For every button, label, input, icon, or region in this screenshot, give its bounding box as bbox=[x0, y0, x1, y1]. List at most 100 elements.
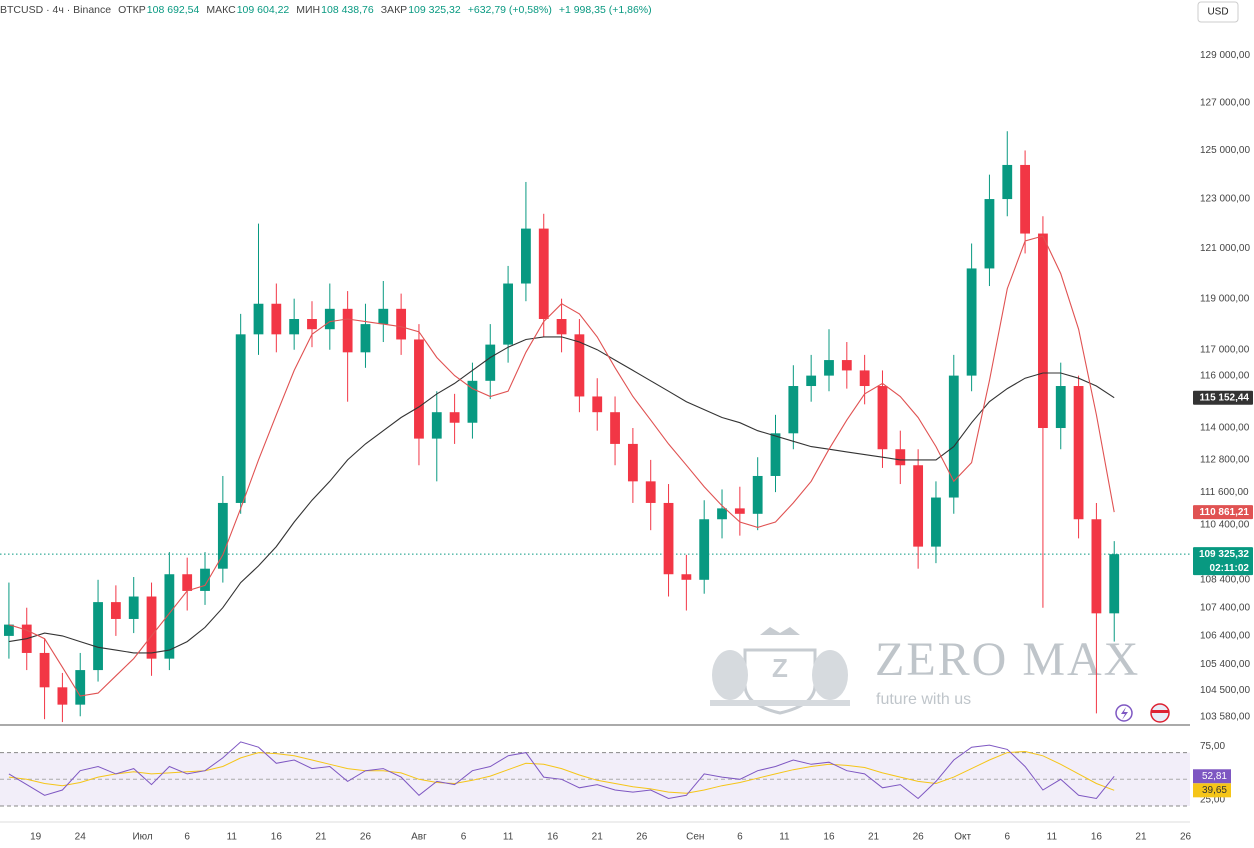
candle-body bbox=[913, 465, 924, 547]
candle-body bbox=[1091, 519, 1102, 614]
symbol-title: BTCUSD · 4ч · Binance bbox=[0, 4, 111, 16]
change-value: +1 998,35 (+1,86%) bbox=[559, 4, 652, 16]
y-tick-label: 105 400,00 bbox=[1200, 659, 1250, 670]
x-tick-label: 21 bbox=[592, 832, 604, 843]
y-tick-label: 104 500,00 bbox=[1200, 685, 1250, 696]
candle-body bbox=[307, 319, 317, 330]
candle-body bbox=[770, 433, 781, 476]
y-tick-label: 103 580,00 bbox=[1200, 711, 1250, 722]
candle-body bbox=[788, 386, 799, 434]
logo-lion bbox=[812, 650, 848, 700]
candle-body bbox=[396, 308, 407, 340]
rsi-line bbox=[8, 741, 1115, 800]
candle-body bbox=[895, 449, 906, 466]
candle-body bbox=[235, 334, 246, 503]
candle-body bbox=[610, 412, 620, 444]
x-tick-label: 21 bbox=[315, 832, 327, 843]
y-tick-label: 125 000,00 bbox=[1200, 145, 1250, 156]
candle-body bbox=[734, 508, 745, 514]
watermark: Z ZERO MAX future with us bbox=[710, 627, 1140, 715]
watermark-tagline: future with us bbox=[876, 691, 971, 708]
x-tick-label: 6 bbox=[1004, 832, 1010, 843]
candle-body bbox=[93, 602, 103, 671]
y-tick-label: 117 000,00 bbox=[1200, 344, 1250, 355]
candle-body bbox=[592, 396, 603, 413]
logo-letter: Z bbox=[772, 653, 788, 683]
x-tick-label: 11 bbox=[1047, 832, 1058, 843]
x-tick-label: 16 bbox=[271, 832, 283, 843]
candle-body bbox=[681, 574, 692, 580]
candle-body bbox=[645, 481, 656, 503]
candle-body bbox=[485, 344, 496, 381]
rsi-tick-label: 75,00 bbox=[1200, 741, 1225, 752]
x-tick-label: 11 bbox=[779, 832, 790, 843]
price-tag: 02:11:02 bbox=[1210, 563, 1250, 574]
ohlc-value: 108 438,76 bbox=[321, 4, 374, 16]
candle-body bbox=[841, 360, 852, 371]
ma-value-tag-bg bbox=[1193, 390, 1253, 405]
x-tick-label: 26 bbox=[1180, 832, 1192, 843]
candle-body bbox=[467, 380, 478, 423]
x-tick-label: Окт bbox=[954, 832, 971, 843]
lightning-icon[interactable] bbox=[1115, 704, 1133, 722]
x-tick-label: 19 bbox=[30, 832, 42, 843]
rsi-tag: 52,81 bbox=[1202, 771, 1227, 782]
ma-value-tag-bg bbox=[1193, 505, 1253, 520]
candle-body bbox=[984, 199, 995, 269]
logo-crown bbox=[760, 627, 800, 635]
candle-body bbox=[253, 303, 264, 335]
rsi-tag: 39,65 bbox=[1202, 785, 1227, 796]
x-tick-label: 21 bbox=[868, 832, 880, 843]
candle-body bbox=[521, 228, 531, 284]
candle-body bbox=[1055, 386, 1066, 429]
candle-body bbox=[627, 443, 638, 482]
candle-body bbox=[39, 652, 50, 688]
candle-body bbox=[699, 519, 710, 580]
ohlc-value: 109 325,32 bbox=[408, 4, 461, 16]
ohlc-label: ЗАКР bbox=[381, 4, 407, 16]
x-tick-label: Авг bbox=[411, 832, 427, 843]
candle-body bbox=[110, 602, 121, 619]
y-tick-label: 110 400,00 bbox=[1200, 519, 1250, 530]
candle-body bbox=[663, 502, 674, 575]
y-tick-label: 127 000,00 bbox=[1200, 97, 1250, 108]
candle-body bbox=[931, 497, 941, 547]
currency-button[interactable] bbox=[1197, 1, 1239, 23]
ma-value-tag: 115 152,44 bbox=[1200, 392, 1250, 403]
y-tick-label: 123 000,00 bbox=[1200, 194, 1250, 205]
chart-icons bbox=[1115, 703, 1170, 723]
candle-body bbox=[449, 412, 460, 423]
y-tick-label: 112 800,00 bbox=[1200, 455, 1250, 466]
candle-body bbox=[824, 360, 834, 376]
candle-body bbox=[1109, 554, 1120, 614]
x-tick-label: 11 bbox=[227, 832, 238, 843]
candle-body bbox=[324, 308, 335, 330]
candle-body bbox=[717, 508, 727, 520]
x-tick-label: 6 bbox=[184, 832, 190, 843]
change-value: +632,79 (+0,58%) bbox=[468, 4, 552, 16]
x-tick-label: 16 bbox=[547, 832, 559, 843]
logo-base bbox=[710, 700, 850, 706]
candle-body bbox=[414, 339, 424, 439]
moving-average bbox=[8, 336, 1115, 654]
ohlc-label: МАКС bbox=[206, 4, 236, 16]
candle-body bbox=[146, 596, 157, 659]
candle-body bbox=[538, 228, 549, 320]
logo-shield bbox=[743, 648, 817, 715]
candle-body bbox=[877, 386, 888, 450]
y-tick-label: 119 000,00 bbox=[1200, 293, 1250, 304]
watermark-title: ZERO MAX bbox=[875, 633, 1140, 686]
y-tick-label: 108 400,00 bbox=[1200, 574, 1250, 585]
event-glyph bbox=[1151, 710, 1169, 713]
candle-body bbox=[556, 319, 567, 335]
ohlc-label: МИН bbox=[296, 4, 320, 16]
candle-body bbox=[289, 319, 300, 335]
ohlc-value: 109 604,22 bbox=[237, 4, 290, 16]
candle-body bbox=[859, 370, 870, 387]
x-tick-label: 26 bbox=[636, 832, 648, 843]
candle-body bbox=[1038, 233, 1048, 429]
candle-body bbox=[360, 324, 371, 353]
x-tick-label: 26 bbox=[360, 832, 372, 843]
